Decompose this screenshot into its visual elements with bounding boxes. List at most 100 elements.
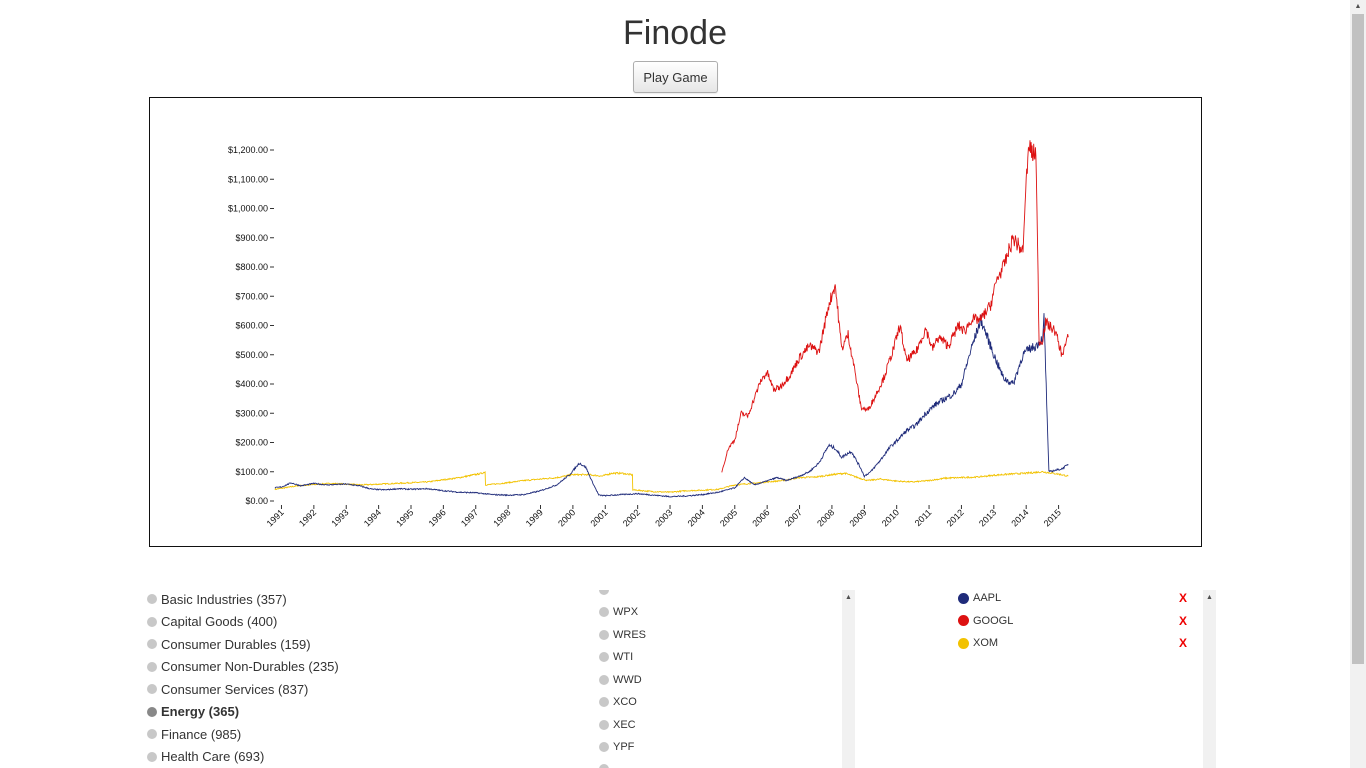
ticker-dot-icon	[599, 764, 609, 768]
y-tick-label: $400.00	[235, 379, 268, 389]
y-tick-label: $100.00	[235, 467, 268, 477]
sector-dot-icon	[147, 751, 157, 762]
selected-stock-label: XOM	[973, 637, 999, 649]
ticker-list-scrollbar[interactable]: ▲	[842, 590, 855, 768]
remove-stock-button[interactable]: X	[1179, 636, 1188, 650]
sector-dot-icon	[147, 706, 157, 717]
price-chart-svg: $0.00 $100.00 $200.00 $300.00 $400.00 $500.00…	[228, 140, 1069, 529]
sector-item[interactable]: Energy (365)	[147, 702, 239, 722]
ticker-label: WWD	[613, 673, 642, 686]
ticker-item[interactable]: XEC	[599, 715, 636, 735]
x-tick-label: 2014	[1009, 507, 1030, 528]
ticker-dot-icon	[599, 742, 609, 752]
page-scroll-up-icon[interactable]: ▲	[1354, 3, 1362, 10]
sector-item[interactable]: Consumer Durables (159)	[147, 634, 311, 654]
sector-item[interactable]: Consumer Non-Durables (235)	[147, 657, 339, 677]
ticker-list: ▲ WPX WRES WTI WWD XCO XEC YPF	[597, 590, 855, 768]
sector-dot-icon	[147, 729, 157, 739]
x-tick-label: 2004	[686, 507, 707, 528]
sector-label: Energy (365)	[161, 704, 240, 719]
sector-item[interactable]: Basic Industries (357)	[147, 590, 287, 609]
sector-label: Finance (985)	[161, 726, 242, 742]
y-tick-label: $1,000.00	[228, 204, 268, 214]
x-tick-label: 2015	[1042, 507, 1063, 528]
page-scrollbar[interactable]: ▲	[1350, 0, 1366, 768]
page-scroll-thumb[interactable]	[1352, 14, 1364, 664]
y-tick-label: $300.00	[235, 408, 268, 418]
selected-stock-label: GOOGL	[973, 614, 1014, 627]
price-chart: $0.00 $100.00 $200.00 $300.00 $400.00 $500.00…	[149, 97, 1202, 547]
x-tick-label: 2013	[977, 507, 998, 528]
x-tick-label: 1998	[491, 507, 512, 528]
stock-color-dot-icon	[958, 615, 969, 626]
y-tick-label: $500.00	[235, 350, 268, 360]
sector-list: Basic Industries (357) Capital Goods (400…	[147, 590, 577, 768]
selected-stock-item: GOOGL	[958, 611, 1013, 631]
sector-dot-icon	[147, 594, 157, 604]
page-title: Finode	[623, 14, 727, 52]
x-tick-label: 2002	[621, 507, 642, 528]
y-tick-label: $700.00	[235, 291, 268, 301]
sector-item[interactable]: Consumer Services (837)	[147, 679, 308, 699]
series-line-googl	[721, 140, 1069, 473]
remove-stock-button[interactable]: X	[1179, 613, 1188, 628]
ticker-label: YPF	[613, 741, 635, 753]
selected-stocks-list: ▲ AAPL X GOOGL X XOM X	[955, 590, 1217, 768]
ticker-item[interactable]: WPX	[599, 602, 638, 622]
x-tick-label: 2003	[653, 507, 674, 528]
ticker-item[interactable]: WTI	[599, 647, 633, 667]
sector-label: Consumer Non-Durables (235)	[161, 659, 339, 674]
stock-color-dot-icon	[958, 637, 969, 649]
x-tick-label: 2008	[815, 507, 836, 528]
y-tick-label: $1,200.00	[228, 145, 268, 155]
ticker-item[interactable]: WRES	[599, 625, 646, 645]
x-tick-label: 1999	[524, 507, 545, 528]
ticker-item[interactable]: YPF	[599, 737, 634, 757]
ticker-dot-icon	[599, 590, 609, 595]
x-tick-label: 1997	[459, 507, 480, 528]
ticker-item[interactable]: WWD	[599, 670, 642, 690]
sector-dot-icon	[147, 616, 157, 627]
sector-item[interactable]: Capital Goods (400)	[147, 612, 277, 632]
sector-item[interactable]: Finance (985)	[147, 724, 241, 744]
sector-label: Consumer Durables (159)	[161, 636, 311, 652]
selected-stock-label: AAPL	[973, 592, 1002, 604]
sector-dot-icon	[147, 661, 157, 672]
x-tick-label: 2000	[556, 507, 577, 528]
remove-stock-button[interactable]: X	[1179, 591, 1188, 605]
ticker-item[interactable]: XCO	[599, 692, 637, 712]
ticker-dot-icon	[599, 607, 609, 617]
y-tick-label: $800.00	[235, 262, 268, 272]
x-tick-label: 2009	[847, 507, 868, 528]
sector-dot-icon	[147, 684, 157, 694]
play-game-button[interactable]: Play Game	[633, 61, 718, 93]
selected-stock-item: XOM	[958, 633, 998, 653]
scroll-up-arrow-icon[interactable]: ▲	[1206, 594, 1213, 601]
x-tick-label: 2012	[945, 507, 966, 528]
ticker-dot-icon	[599, 697, 609, 707]
sector-item[interactable]: Health Care (693)	[147, 747, 264, 767]
sector-label: Health Care (693)	[161, 749, 265, 764]
sector-label: Consumer Services (837)	[161, 681, 309, 697]
series-line-xom	[274, 470, 1069, 494]
ticker-label: XEC	[613, 718, 636, 731]
x-tick-label: 2006	[750, 507, 771, 528]
selected-list-scrollbar[interactable]: ▲	[1203, 590, 1216, 768]
selected-stock-item: AAPL	[958, 590, 1001, 608]
stock-color-dot-icon	[958, 592, 969, 604]
y-tick-label: $200.00	[235, 438, 268, 448]
x-tick-label: 2010	[880, 507, 901, 528]
x-tick-label: 1993	[329, 507, 350, 528]
scroll-up-arrow-icon[interactable]: ▲	[845, 594, 852, 601]
ticker-label: WPX	[613, 606, 639, 618]
sector-label: Basic Industries (357)	[161, 591, 287, 607]
x-tick-label: 2011	[913, 507, 934, 528]
sector-dot-icon	[147, 639, 157, 649]
y-tick-label: $600.00	[235, 321, 268, 331]
y-tick-label: $0.00	[245, 496, 268, 506]
x-tick-label: 1992	[297, 507, 318, 528]
ticker-dot-icon	[599, 674, 609, 685]
ticker-label: WTI	[613, 651, 634, 663]
x-tick-label: 1996	[427, 507, 448, 528]
x-tick-label: 2005	[718, 507, 739, 528]
